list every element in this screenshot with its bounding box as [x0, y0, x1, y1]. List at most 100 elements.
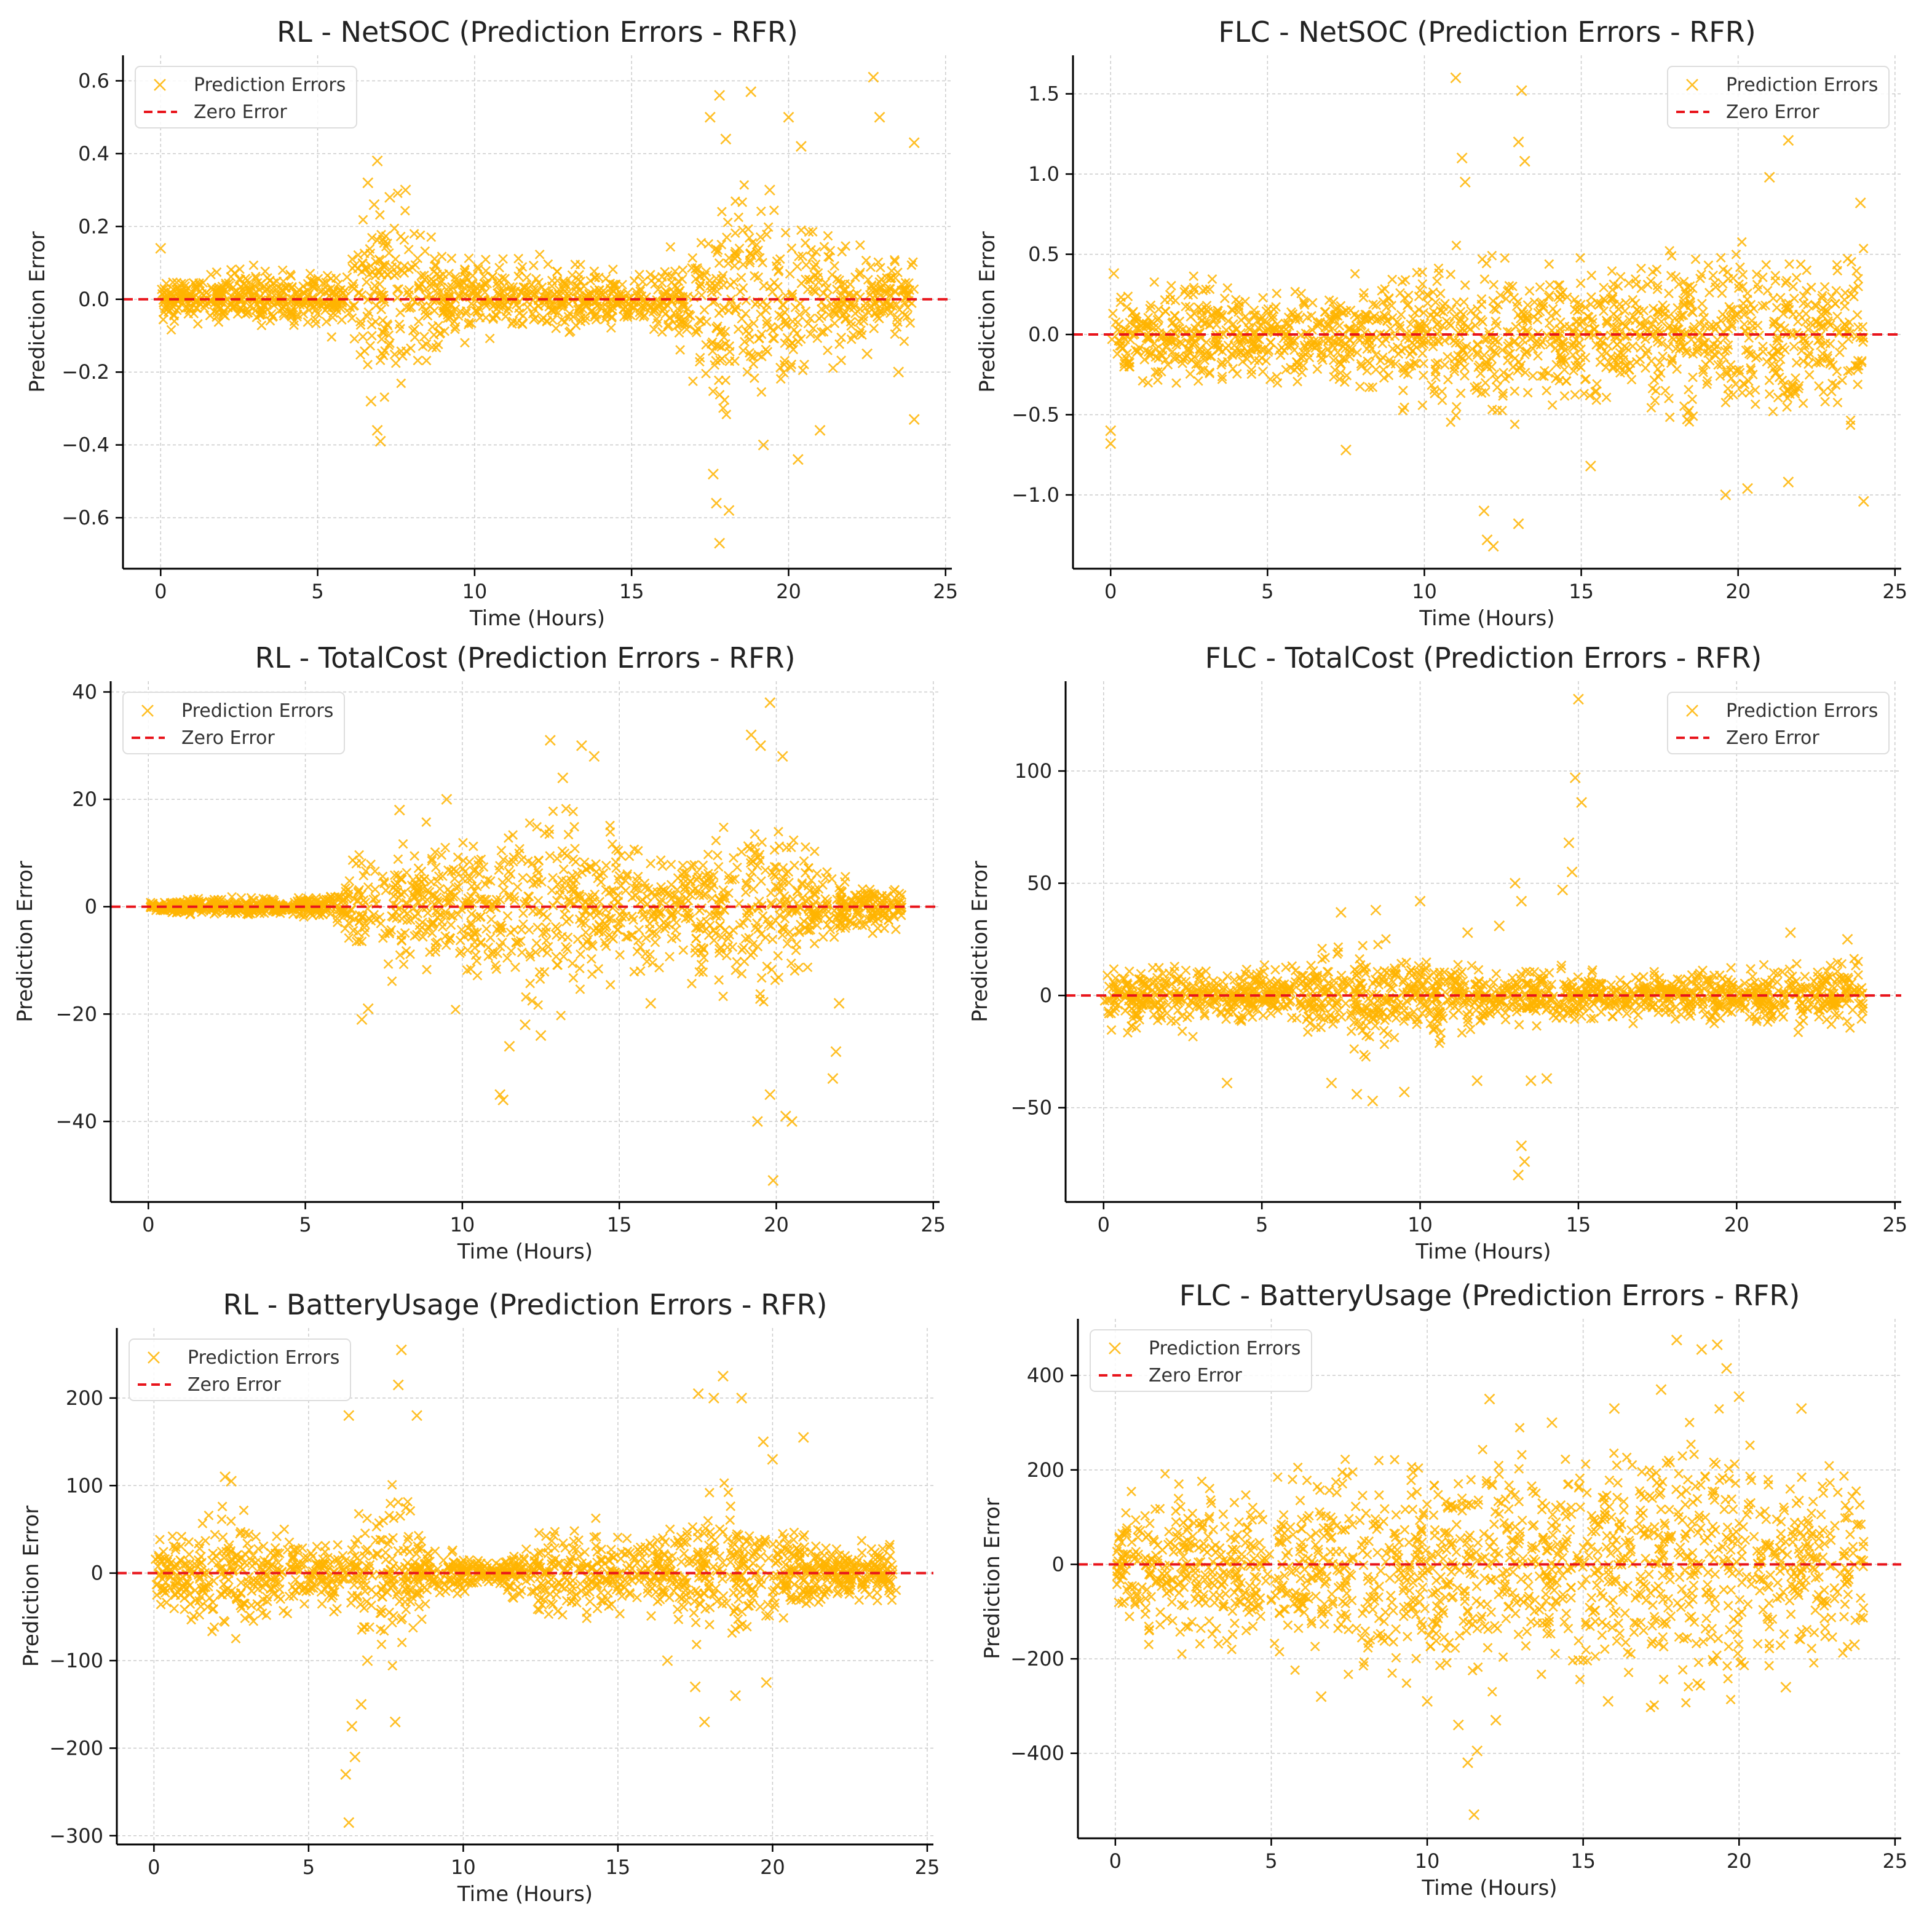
- error-point: [378, 315, 388, 326]
- error-point: [413, 863, 424, 874]
- error-point: [729, 853, 738, 863]
- error-point: [394, 319, 405, 330]
- error-point: [1443, 374, 1453, 385]
- error-point: [804, 227, 814, 237]
- error-point: [714, 341, 724, 351]
- error-point: [1842, 253, 1853, 264]
- error-point-outlier: [1478, 505, 1490, 516]
- y-tick-label: −0.2: [61, 360, 109, 384]
- error-point: [572, 934, 583, 944]
- error-point: [481, 923, 492, 934]
- error-point: [778, 368, 789, 377]
- error-point-outlier: [908, 414, 920, 425]
- error-point: [748, 358, 759, 369]
- error-point: [1257, 353, 1267, 363]
- error-point: [593, 272, 604, 283]
- y-tick-label: 1.5: [1028, 82, 1059, 106]
- error-point-outlier: [827, 1073, 839, 1085]
- error-point: [696, 237, 707, 248]
- error-point: [1698, 307, 1708, 317]
- error-point: [379, 262, 390, 272]
- error-point: [576, 317, 586, 326]
- error-point: [410, 332, 420, 342]
- error-point: [861, 255, 871, 266]
- error-point: [652, 295, 662, 305]
- error-point: [826, 874, 837, 884]
- error-point: [305, 268, 315, 279]
- error-point: [1397, 277, 1407, 287]
- error-point-outlier: [714, 537, 726, 549]
- error-point: [1355, 381, 1365, 392]
- error-point: [822, 867, 832, 877]
- error-point: [718, 403, 728, 413]
- error-point: [773, 826, 783, 837]
- error-point: [1547, 400, 1558, 410]
- error-point: [1858, 322, 1868, 332]
- error-point: [758, 911, 768, 921]
- error-point: [713, 861, 724, 872]
- error-point: [568, 973, 579, 983]
- error-point: [376, 304, 387, 315]
- error-point: [641, 891, 652, 902]
- error-point: [395, 307, 405, 318]
- error-point: [1398, 405, 1408, 416]
- error-point: [347, 313, 357, 323]
- error-point: [665, 242, 676, 252]
- error-point: [1527, 371, 1538, 381]
- error-point: [705, 920, 715, 931]
- error-point-outlier: [1513, 136, 1524, 148]
- error-point: [760, 865, 770, 875]
- error-point: [605, 979, 616, 990]
- error-point: [1449, 354, 1460, 364]
- error-point: [766, 888, 776, 898]
- error-point: [1350, 269, 1360, 279]
- error-point: [1789, 341, 1799, 352]
- error-point: [739, 180, 750, 190]
- error-point: [1149, 277, 1160, 287]
- error-point: [638, 277, 648, 287]
- error-point: [716, 207, 727, 217]
- y-tick-label: 1.0: [1028, 162, 1059, 186]
- error-point: [1443, 352, 1452, 362]
- error-point: [1265, 338, 1276, 348]
- error-point: [564, 287, 574, 297]
- error-point: [736, 272, 746, 283]
- error-point: [622, 312, 633, 322]
- error-point: [890, 256, 900, 267]
- error-point: [617, 280, 627, 290]
- error-point: [374, 210, 385, 220]
- error-point: [711, 355, 721, 366]
- error-point: [1107, 308, 1118, 318]
- error-point: [733, 324, 743, 334]
- error-point: [1735, 262, 1745, 272]
- error-point: [1197, 310, 1208, 321]
- error-point: [1480, 377, 1491, 388]
- error-point: [366, 320, 377, 330]
- chart-title: FLC - NetSOC (Prediction Errors - RFR): [1218, 15, 1756, 49]
- error-point: [831, 309, 842, 319]
- error-point: [1576, 344, 1586, 355]
- error-point: [1832, 311, 1842, 322]
- error-point: [466, 909, 477, 919]
- error-point: [1825, 339, 1835, 349]
- scatter-cloud: [157, 180, 919, 420]
- error-point: [365, 341, 376, 351]
- error-point: [823, 231, 833, 241]
- error-point-outlier: [1513, 518, 1524, 529]
- error-point: [691, 933, 702, 944]
- error-point: [1818, 387, 1829, 397]
- error-point: [792, 887, 802, 896]
- error-point: [868, 928, 878, 938]
- x-tick-label: 25: [1882, 580, 1907, 603]
- x-tick-label: 0: [1104, 580, 1117, 603]
- chart-title: RL - NetSOC (Prediction Errors - RFR): [277, 15, 798, 49]
- error-point: [657, 861, 668, 871]
- error-point: [409, 229, 419, 239]
- error-point-outlier: [1858, 496, 1869, 507]
- error-point: [168, 277, 178, 287]
- error-point: [548, 806, 558, 816]
- error-point: [481, 312, 491, 323]
- error-point: [355, 320, 366, 330]
- error-point: [1542, 385, 1552, 396]
